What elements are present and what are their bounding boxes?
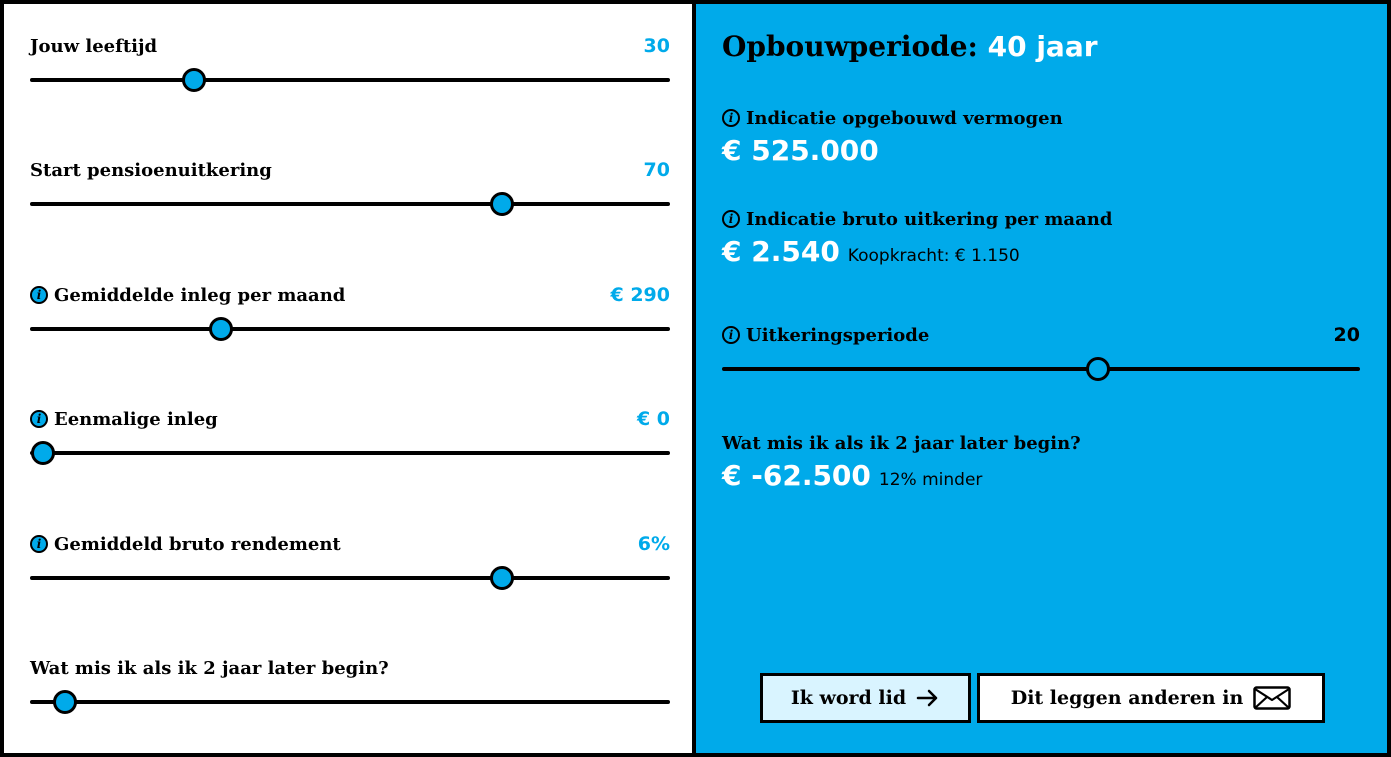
slider-payout-period-value: 20 — [1333, 324, 1360, 346]
slider-monthly-deposit: i Gemiddelde inleg per maand € 290 — [30, 283, 671, 341]
slider-age-label: Jouw leeftijd — [30, 35, 158, 57]
slider-one-time-deposit: i Eenmalige inleg € 0 — [30, 407, 670, 465]
slider-monthly-deposit-label: Gemiddelde inleg per maand — [54, 284, 346, 306]
slider-payout-period: i Uitkeringsperiode 20 — [722, 323, 1360, 381]
monthly-payout-value: € 2.540 — [722, 235, 840, 268]
slider-delay-track[interactable] — [30, 690, 670, 714]
slider-monthly-deposit-track[interactable] — [30, 317, 670, 341]
slider-monthly-deposit-value: € 290 — [610, 284, 671, 306]
slider-delay-label: Wat mis ik als ik 2 jaar later begin? — [30, 657, 389, 679]
accumulation-period-title: Opbouwperiode: 40 jaar — [722, 30, 1098, 63]
slider-payout-period-thumb[interactable] — [1086, 357, 1111, 381]
slider-pension-start-value: 70 — [643, 159, 670, 181]
wealth-indication: i Indicatie opgebouwd vermogen € 525.000 — [722, 106, 1063, 167]
delay-loss-note: 12% minder — [878, 470, 983, 490]
slider-one-time-deposit-thumb[interactable] — [31, 441, 56, 465]
slider-return-value: 6% — [637, 533, 670, 555]
slider-monthly-deposit-thumb[interactable] — [208, 317, 233, 341]
become-member-button[interactable]: Ik word lid — [760, 673, 971, 723]
slider-return-label: Gemiddeld bruto rendement — [54, 533, 341, 555]
delay-loss: Wat mis ik als ik 2 jaar later begin? € … — [722, 431, 1081, 493]
results-panel: Opbouwperiode: 40 jaar i Indicatie opgeb… — [696, 4, 1387, 753]
input-panel: Jouw leeftijd 30 Start pensioenuitkering… — [4, 4, 696, 753]
slider-pension-start-track[interactable] — [30, 192, 670, 216]
info-icon[interactable]: i — [30, 410, 48, 428]
slider-payout-period-label: Uitkeringsperiode — [746, 324, 930, 346]
slider-age: Jouw leeftijd 30 — [30, 34, 670, 92]
slider-return-thumb[interactable] — [490, 566, 515, 590]
slider-delay-thumb[interactable] — [52, 690, 77, 714]
slider-one-time-deposit-label: Eenmalige inleg — [54, 408, 218, 430]
info-icon[interactable]: i — [722, 210, 740, 228]
slider-pension-start-thumb[interactable] — [490, 192, 515, 216]
slider-one-time-deposit-track[interactable] — [30, 441, 670, 465]
slider-delay: Wat mis ik als ik 2 jaar later begin? — [30, 656, 670, 714]
wealth-indication-value: € 525.000 — [722, 134, 879, 167]
slider-return-track[interactable] — [30, 566, 670, 590]
monthly-payout-indication: i Indicatie bruto uitkering per maand € … — [722, 207, 1112, 268]
info-icon[interactable]: i — [722, 109, 740, 127]
slider-one-time-deposit-value: € 0 — [636, 408, 670, 430]
share-button[interactable]: Dit leggen anderen in — [977, 673, 1325, 723]
info-icon[interactable]: i — [30, 535, 48, 553]
slider-pension-start-label: Start pensioenuitkering — [30, 159, 272, 181]
accumulation-period-value: 40 jaar — [987, 30, 1098, 63]
accumulation-period-label: Opbouwperiode: — [722, 30, 978, 63]
share-label: Dit leggen anderen in — [1010, 687, 1244, 709]
slider-age-value: 30 — [643, 35, 670, 57]
purchasing-power: Koopkracht: € 1.150 — [847, 246, 1020, 266]
monthly-payout-label: Indicatie bruto uitkering per maand — [746, 208, 1113, 230]
slider-age-track[interactable] — [30, 68, 670, 92]
info-icon[interactable]: i — [30, 286, 48, 304]
wealth-indication-label: Indicatie opgebouwd vermogen — [746, 107, 1063, 129]
slider-pension-start: Start pensioenuitkering 70 — [30, 158, 670, 216]
info-icon[interactable]: i — [722, 326, 740, 344]
slider-age-thumb[interactable] — [181, 68, 206, 92]
slider-payout-period-track[interactable] — [722, 357, 1360, 381]
delay-loss-label: Wat mis ik als ik 2 jaar later begin? — [722, 432, 1081, 454]
envelope-icon — [1253, 686, 1292, 710]
slider-return: i Gemiddeld bruto rendement 6% — [30, 532, 670, 590]
become-member-label: Ik word lid — [790, 687, 907, 709]
delay-loss-value: € -62.500 — [722, 459, 871, 492]
arrow-right-icon — [916, 688, 940, 708]
